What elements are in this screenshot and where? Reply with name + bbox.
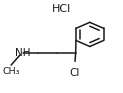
Text: NH: NH — [15, 48, 31, 58]
Text: Cl: Cl — [69, 68, 80, 78]
Text: CH₃: CH₃ — [3, 67, 20, 76]
Text: HCl: HCl — [52, 4, 71, 14]
